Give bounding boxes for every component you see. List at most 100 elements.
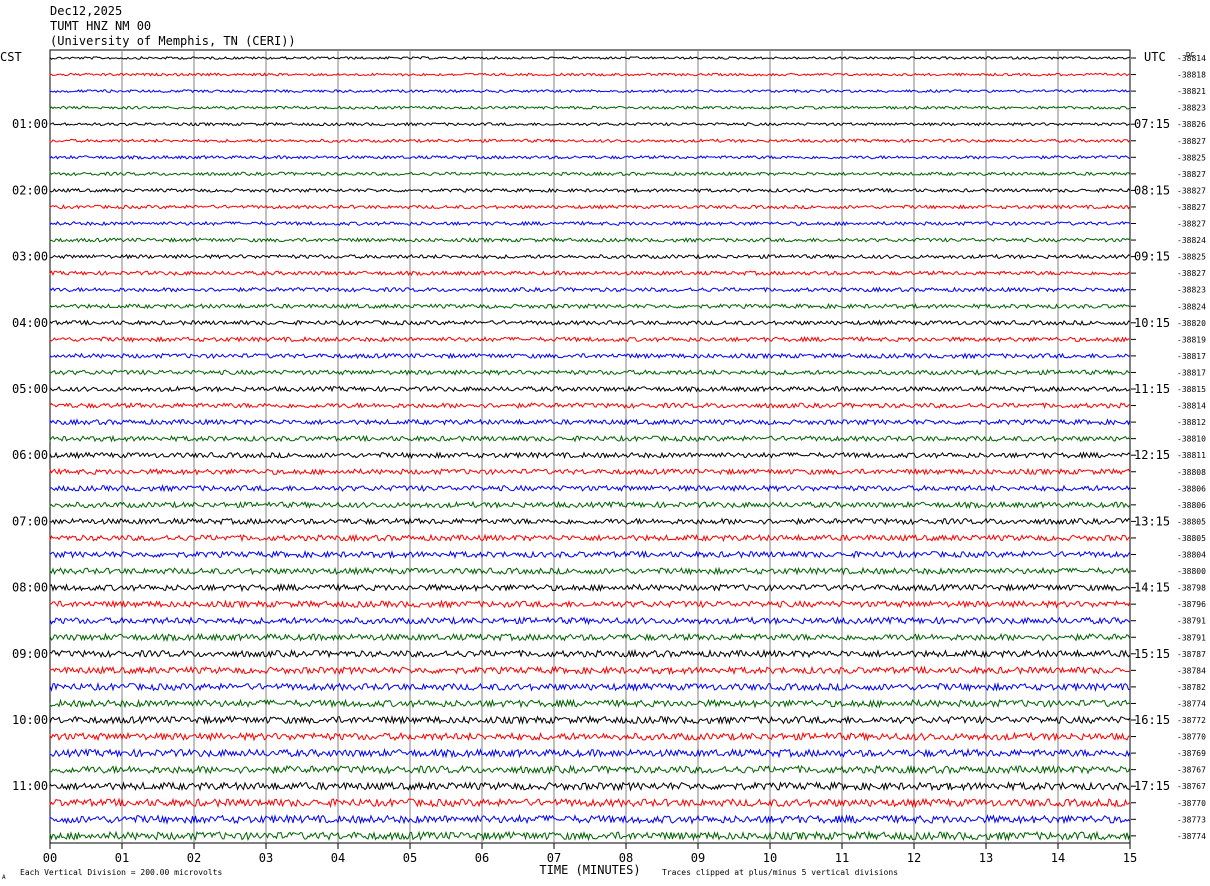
dc-offset-label: -38773 <box>1177 815 1206 824</box>
right-hour-label: 09:15 <box>1134 250 1170 264</box>
trace-line <box>49 747 1131 759</box>
dc-offset-label: -38810 <box>1177 435 1206 444</box>
header-date: Dec12,2025 <box>50 4 123 18</box>
trace-line <box>49 204 1131 210</box>
left-hour-label: 03:00 <box>12 250 48 264</box>
left-hour-label: 06:00 <box>12 448 48 462</box>
dc-offset-label: -38784 <box>1177 666 1206 675</box>
trace-line <box>49 632 1131 643</box>
dc-offset-label: -38811 <box>1177 451 1206 460</box>
trace-line <box>49 780 1130 792</box>
x-tick-label: 06 <box>475 851 489 865</box>
left-hour-label: 01:00 <box>12 117 48 131</box>
trace-line <box>49 385 1131 393</box>
dc-offset-label: -38823 <box>1177 286 1206 295</box>
right-hour-label: 12:15 <box>1134 448 1170 462</box>
dc-offset-label: -38824 <box>1177 302 1206 311</box>
trace-line <box>49 797 1131 809</box>
dc-offset-label: -38767 <box>1177 766 1206 775</box>
dc-offset-label: -38827 <box>1177 170 1206 179</box>
dc-offset-label: -38823 <box>1177 104 1206 113</box>
dc-offset-label: -38806 <box>1177 484 1206 493</box>
plot-frame <box>49 49 1131 844</box>
trace-line <box>49 335 1131 343</box>
trace-line <box>49 434 1131 443</box>
right-hour-label: 13:15 <box>1134 514 1170 528</box>
dc-offset-label: -38817 <box>1177 352 1206 361</box>
trace-line <box>49 451 1131 460</box>
x-tick-label: 12 <box>907 851 921 865</box>
dc-offset-label: -38825 <box>1177 153 1206 162</box>
right-hour-label: 17:15 <box>1134 779 1170 793</box>
trace-line <box>49 401 1131 410</box>
trace-line <box>49 286 1131 293</box>
trace-line <box>49 500 1131 510</box>
trace-line <box>49 418 1131 426</box>
axis-labels: 00 01 02 03 04 05 06 07 08 09 10 11 12 13 14 15 -38814 -3… <box>12 54 1206 865</box>
right-hour-label: 15:15 <box>1134 647 1170 661</box>
dc-offset-label: -38804 <box>1177 551 1206 560</box>
seismic-traces <box>49 55 1131 842</box>
dc-offset-label: -38819 <box>1177 335 1206 344</box>
dc-offset-label: -38827 <box>1177 203 1206 212</box>
dc-offset-label: -38774 <box>1177 832 1206 841</box>
dc-offset-label: -38827 <box>1177 137 1206 146</box>
trace-line <box>49 566 1131 576</box>
trace-line <box>49 764 1131 775</box>
header-institution: (University of Memphis, TN (CERI)) <box>50 34 296 48</box>
dc-offset-label: -38774 <box>1177 699 1206 708</box>
trace-line <box>49 648 1131 659</box>
dc-offset-label: -38800 <box>1177 567 1206 576</box>
trace-line <box>49 533 1131 543</box>
clip-note: Traces clipped at plus/minus 5 vertical … <box>662 868 898 877</box>
trace-line <box>49 187 1131 194</box>
dc-offset-label: -38824 <box>1177 236 1206 245</box>
dc-label: DC <box>1186 51 1194 59</box>
trace-line <box>49 319 1131 326</box>
trace-line <box>49 138 1131 144</box>
trace-line <box>49 88 1131 94</box>
left-hour-label: 05:00 <box>12 382 48 396</box>
trace-line <box>49 599 1131 609</box>
dc-offset-label: -38782 <box>1177 683 1206 692</box>
dc-offset-label: -38820 <box>1177 319 1206 328</box>
dc-offset-label: -38812 <box>1177 418 1206 427</box>
right-hour-label: 14:15 <box>1134 581 1170 595</box>
dc-offset-label: -38825 <box>1177 253 1206 262</box>
x-tick-label: 08 <box>619 851 633 865</box>
trace-line <box>49 237 1131 243</box>
left-axis-label: CST <box>0 50 22 64</box>
trace-line <box>49 72 1130 77</box>
dc-offset-label: -38827 <box>1177 269 1206 278</box>
dc-offset-label: -38791 <box>1177 617 1206 626</box>
dc-offset-label: -38770 <box>1177 733 1206 742</box>
trace-line <box>49 270 1131 277</box>
scale-note: Each Vertical Division = 200.00 microvol… <box>20 868 222 877</box>
dc-offset-label: -38817 <box>1177 368 1206 377</box>
right-hour-label: 07:15 <box>1134 117 1170 131</box>
x-tick-label: 00 <box>43 851 57 865</box>
trace-line <box>49 484 1131 493</box>
trace-line <box>49 813 1131 825</box>
trace-line <box>49 302 1131 310</box>
right-hour-label: 11:15 <box>1134 382 1170 396</box>
right-axis-label: UTC <box>1144 50 1166 64</box>
left-hour-label: 09:00 <box>12 647 48 661</box>
trace-line <box>49 681 1131 692</box>
x-tick-label: 15 <box>1123 851 1137 865</box>
trace-line <box>49 698 1131 709</box>
trace-line <box>49 121 1131 127</box>
trace-line <box>49 467 1131 476</box>
x-tick-label: 10 <box>763 851 777 865</box>
trace-line <box>49 731 1131 742</box>
trace-line <box>49 154 1131 160</box>
x-tick-label: 13 <box>979 851 993 865</box>
x-tick-label: 01 <box>115 851 129 865</box>
dc-offset-label: -38827 <box>1177 220 1206 229</box>
dc-offset-label: -38806 <box>1177 501 1206 510</box>
dc-offset-label: -38798 <box>1177 584 1206 593</box>
left-hour-label: 04:00 <box>12 316 48 330</box>
trace-line <box>49 220 1131 227</box>
x-tick-label: 09 <box>691 851 705 865</box>
